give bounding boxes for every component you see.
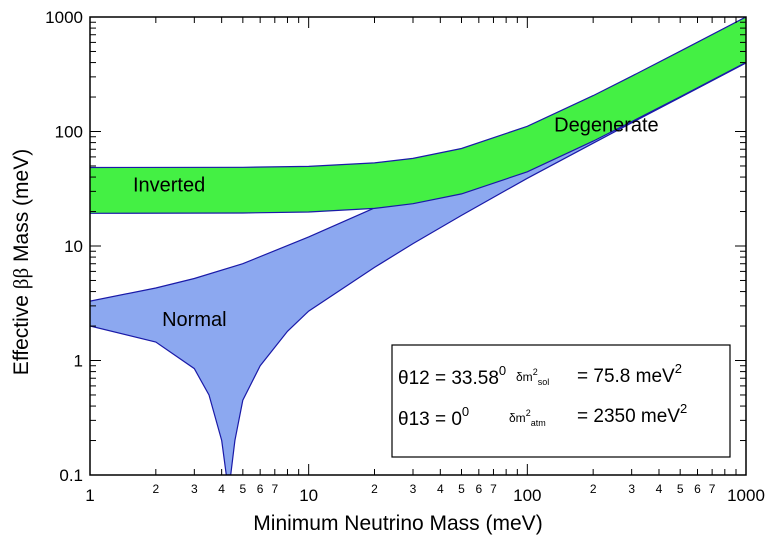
x-minor-tick-label: 2	[371, 482, 378, 496]
dm-atm-label: δm2atm	[509, 408, 546, 428]
parameter-box: θ12 = 33.580 δm2sol = 75.8 meV2 θ13 = 00…	[391, 344, 731, 458]
plot-area	[90, 17, 746, 475]
x-minor-tick-label: 7	[271, 482, 278, 496]
x-minor-tick-label: 3	[191, 482, 198, 496]
y-tick-label: 1	[74, 352, 83, 371]
x-tick-label: 1000	[727, 486, 765, 505]
x-axis-title: Minimum Neutrino Mass (meV)	[253, 512, 542, 535]
parameter-box-frame	[391, 344, 731, 458]
y-tick-label: 10	[64, 237, 83, 256]
x-minor-tick-label: 4	[437, 482, 444, 496]
x-minor-tick-label: 5	[677, 482, 684, 496]
normal-lower-edge	[90, 62, 746, 475]
x-tick-label: 10	[299, 486, 318, 505]
theta12-label: θ12 = 33.580	[398, 363, 506, 389]
x-tick-label: 1	[85, 486, 94, 505]
x-minor-tick-label: 4	[218, 482, 225, 496]
x-minor-tick-label: 7	[709, 482, 716, 496]
normal-label: Normal	[162, 309, 226, 331]
dm-sol-value: = 75.8 meV2	[577, 361, 682, 387]
y-axis-title: Effective ββ Mass (meV)	[9, 149, 33, 375]
dm-atm-value: = 2350 meV2	[577, 401, 687, 427]
inverted-band	[90, 17, 746, 214]
degenerate-label: Degenerate	[554, 115, 659, 137]
x-minor-tick-label: 3	[410, 482, 417, 496]
inverted-lower-edge	[90, 61, 746, 214]
x-minor-tick-label: 7	[490, 482, 497, 496]
inverted-upper-edge	[90, 17, 746, 169]
inverted-label: Inverted	[133, 174, 205, 196]
y-axis-title-beta: ββ	[9, 268, 33, 289]
x-minor-tick-label: 6	[694, 482, 701, 496]
x-minor-tick-label: 6	[475, 482, 482, 496]
x-minor-tick-label: 5	[239, 482, 246, 496]
x-tick-label: 100	[513, 486, 541, 505]
x-minor-tick-label: 6	[257, 482, 264, 496]
x-minor-tick-label: 4	[656, 482, 663, 496]
y-tick-label: 1000	[45, 8, 83, 27]
x-minor-tick-label: 5	[458, 482, 465, 496]
x-minor-tick-label: 2	[590, 482, 597, 496]
dm-sol-label: δm2sol	[516, 367, 549, 387]
theta13-label: θ13 = 00	[398, 404, 469, 430]
y-tick-label: 0.1	[59, 466, 83, 485]
y-axis-title-part2: Mass (meV)	[10, 149, 33, 268]
x-minor-tick-label: 3	[628, 482, 635, 496]
y-tick-label: 100	[55, 123, 83, 142]
y-axis-title-part1: Effective	[10, 289, 33, 375]
region-labels: Degenerate Inverted Normal	[133, 115, 659, 332]
x-minor-tick-label: 2	[152, 482, 159, 496]
